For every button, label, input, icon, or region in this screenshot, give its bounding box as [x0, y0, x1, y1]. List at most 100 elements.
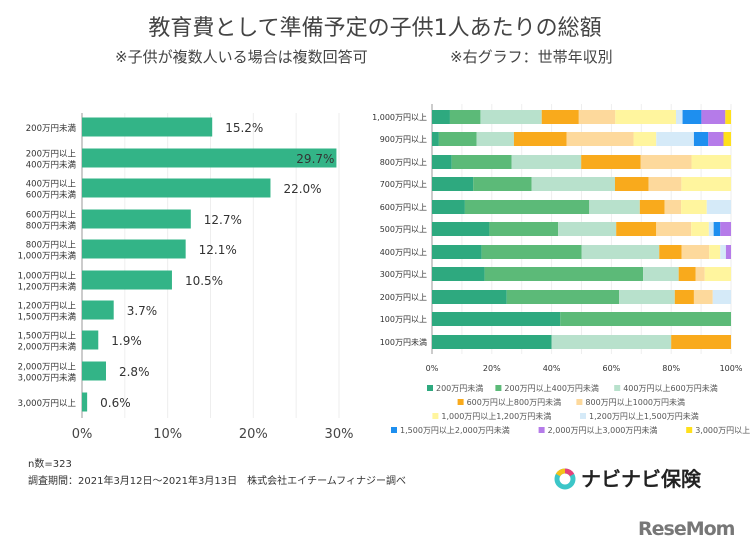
stacked-segment	[438, 132, 477, 146]
stacked-segment	[451, 155, 512, 169]
stacked-segment	[693, 290, 713, 304]
category-label: 100万円未満	[380, 337, 427, 347]
legend-label: 3,000万円以上	[695, 426, 750, 435]
stacked-segment	[432, 155, 452, 169]
stacked-segment	[712, 290, 731, 304]
stacked-segment	[678, 267, 696, 281]
stacked-segment	[432, 177, 474, 191]
stacked-segment	[671, 335, 731, 349]
x-tick-label: 80%	[662, 364, 680, 373]
stacked-segment	[432, 245, 482, 259]
stacked-segment	[480, 110, 542, 124]
legend-label: 200万円以上400万円未満	[504, 383, 599, 393]
stacked-segment	[639, 200, 665, 214]
data-label: 0.6%	[100, 396, 131, 410]
category-label: 1,000万円以上	[18, 272, 77, 282]
data-label: 15.2%	[225, 121, 263, 135]
stacked-segment	[659, 245, 682, 259]
data-label: 12.1%	[199, 243, 237, 257]
x-tick-label: 10%	[153, 427, 182, 442]
logo-text: ナビナビ保険	[581, 467, 701, 491]
bar	[82, 330, 99, 350]
category-label: 200万円以上	[380, 293, 427, 302]
legend-label: 2,000万円以上3,000万円未満	[548, 425, 658, 435]
legend-swatch	[457, 399, 464, 405]
bar	[82, 209, 191, 229]
resemom-watermark: ReseMom	[638, 518, 735, 540]
stacked-segment	[531, 177, 615, 191]
stacked-segment	[615, 110, 676, 124]
x-tick-label: 30%	[325, 427, 354, 442]
stacked-segment	[581, 155, 641, 169]
survey-period-note: 調査期間：2021年3月12日～2021年3月13日 株式会社エイチームフィナジ…	[28, 476, 406, 487]
bar	[82, 361, 106, 381]
stacked-segment	[513, 132, 567, 146]
stacked-segment	[589, 200, 640, 214]
stacked-segment	[473, 177, 532, 191]
stacked-segment	[551, 335, 672, 349]
data-label: 3.7%	[127, 304, 157, 318]
stacked-segment	[432, 290, 507, 304]
stacked-segment	[709, 245, 721, 259]
legend-swatch	[391, 427, 397, 433]
category-label: 400万円未満	[26, 160, 77, 171]
category-label: 600万円以上	[26, 211, 77, 221]
stacked-segment	[681, 177, 731, 191]
category-label: 300万円以上	[380, 270, 427, 279]
stacked-segment	[432, 267, 485, 281]
legend-swatch	[576, 399, 583, 405]
stacked-segment	[558, 222, 617, 236]
legend-swatch	[580, 413, 586, 419]
data-label: 2.8%	[119, 365, 150, 379]
category-label: 2,000万円以上	[18, 363, 77, 373]
legend-label: 1,500万円以上2,000万円未満	[400, 425, 510, 435]
category-label: 1,500万円未満	[18, 312, 77, 323]
legend-swatch	[432, 413, 439, 419]
legend-label: 400万円以上600万円未満	[623, 383, 718, 393]
category-label: 500万円以上	[380, 225, 427, 234]
stacked-segment	[695, 267, 705, 281]
x-tick-label: 100%	[720, 364, 743, 373]
category-label: 1,200万円以上	[18, 302, 77, 312]
stacked-segment	[691, 155, 731, 169]
stacked-segment	[464, 200, 590, 214]
stacked-segment	[578, 110, 616, 124]
stacked-segment	[566, 132, 634, 146]
stacked-segment	[675, 110, 683, 124]
stacked-segment	[720, 222, 731, 236]
stacked-segment	[432, 312, 561, 326]
stacked-segment	[708, 222, 714, 236]
stacked-segment	[706, 200, 731, 214]
stacked-segment	[643, 267, 679, 281]
category-label: 1,000万円以上	[372, 113, 427, 122]
stacked-segment	[701, 110, 726, 124]
legend-swatch	[614, 385, 621, 391]
legend-swatch	[495, 385, 502, 391]
category-label: 3,000万円未満	[18, 373, 77, 384]
stacked-segment	[511, 155, 582, 169]
stacked-segment	[720, 245, 726, 259]
category-label: 200万円未満	[26, 123, 77, 134]
stacked-segment	[656, 132, 694, 146]
stacked-segment	[506, 290, 620, 304]
category-label: 100万円以上	[380, 315, 427, 324]
stacked-segment	[640, 155, 692, 169]
stacked-segment	[432, 222, 490, 236]
data-label: 1.9%	[111, 334, 142, 348]
data-label: 22.0%	[283, 182, 321, 196]
stacked-segment	[674, 290, 694, 304]
stacked-segment	[432, 132, 439, 146]
stacked-segment	[682, 110, 702, 124]
stacked-segment	[432, 200, 465, 214]
legend-swatch	[686, 427, 693, 433]
bar	[82, 148, 337, 168]
x-tick-label: 0%	[72, 427, 93, 442]
logo-ring-icon	[554, 468, 576, 489]
stacked-segment	[664, 200, 682, 214]
legend-label: 1,000万円以上1,200万円未満	[441, 411, 551, 421]
stacked-segment	[693, 132, 709, 146]
category-label: 700万円以上	[380, 180, 427, 189]
category-label: 1,000万円未満	[18, 251, 77, 262]
stacked-segment	[560, 312, 731, 326]
